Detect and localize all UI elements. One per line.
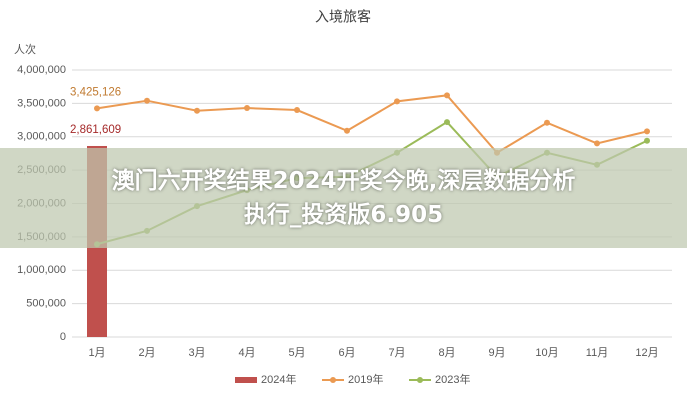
overlay-text: 执行_投资版6.905: [243, 202, 444, 228]
y-tick-label: 3,000,000: [17, 131, 66, 143]
legend-label: 2023年: [435, 372, 470, 386]
y-tick-label: 3,500,000: [17, 97, 66, 109]
point: [444, 92, 450, 99]
x-tick-label: 6月: [338, 347, 355, 359]
chart-title: 入境旅客: [315, 9, 371, 25]
point: [194, 107, 200, 114]
data-label: 2,861,609: [70, 124, 121, 136]
overlay-banner: 澳门六开奖结果2024开奖今晚,深层数据分析 执行_投资版6.905: [0, 148, 687, 248]
y-axis-label: 人次: [14, 42, 36, 56]
x-tick-label: 7月: [388, 347, 405, 359]
x-tick-label: 2月: [138, 347, 155, 359]
legend-swatch: [235, 377, 257, 383]
point: [644, 128, 650, 135]
data-label: 3,425,126: [70, 86, 121, 98]
point: [594, 140, 600, 147]
x-tick-label: 3月: [188, 347, 205, 359]
point: [244, 105, 250, 112]
point: [294, 107, 300, 114]
x-tick-label: 5月: [288, 347, 305, 359]
point: [544, 119, 550, 126]
point: [644, 137, 650, 144]
x-tick-label: 9月: [488, 347, 505, 359]
y-tick-label: 0: [60, 331, 66, 343]
point: [94, 105, 100, 112]
point: [344, 127, 350, 134]
x-tick-label: 11月: [586, 347, 608, 359]
point: [144, 97, 150, 104]
point: [444, 119, 450, 126]
overlay-text: 澳门六开奖结果2024开奖今晚,深层数据分析: [111, 168, 576, 194]
y-tick-label: 500,000: [26, 298, 66, 310]
y-tick-label: 4,000,000: [17, 64, 66, 76]
legend-swatch: [417, 377, 423, 383]
legend-swatch: [330, 377, 336, 383]
legend-label: 2019年: [348, 372, 383, 386]
x-tick-label: 12月: [635, 347, 658, 359]
x-tick-label: 4月: [238, 347, 255, 359]
x-tick-label: 1月: [88, 347, 105, 359]
legend-label: 2024年: [261, 372, 296, 386]
x-tick-label: 10月: [535, 347, 558, 359]
line: [96, 94, 648, 155]
y-tick-label: 1,000,000: [17, 264, 66, 276]
point: [394, 98, 400, 105]
x-tick-label: 8月: [438, 347, 455, 359]
